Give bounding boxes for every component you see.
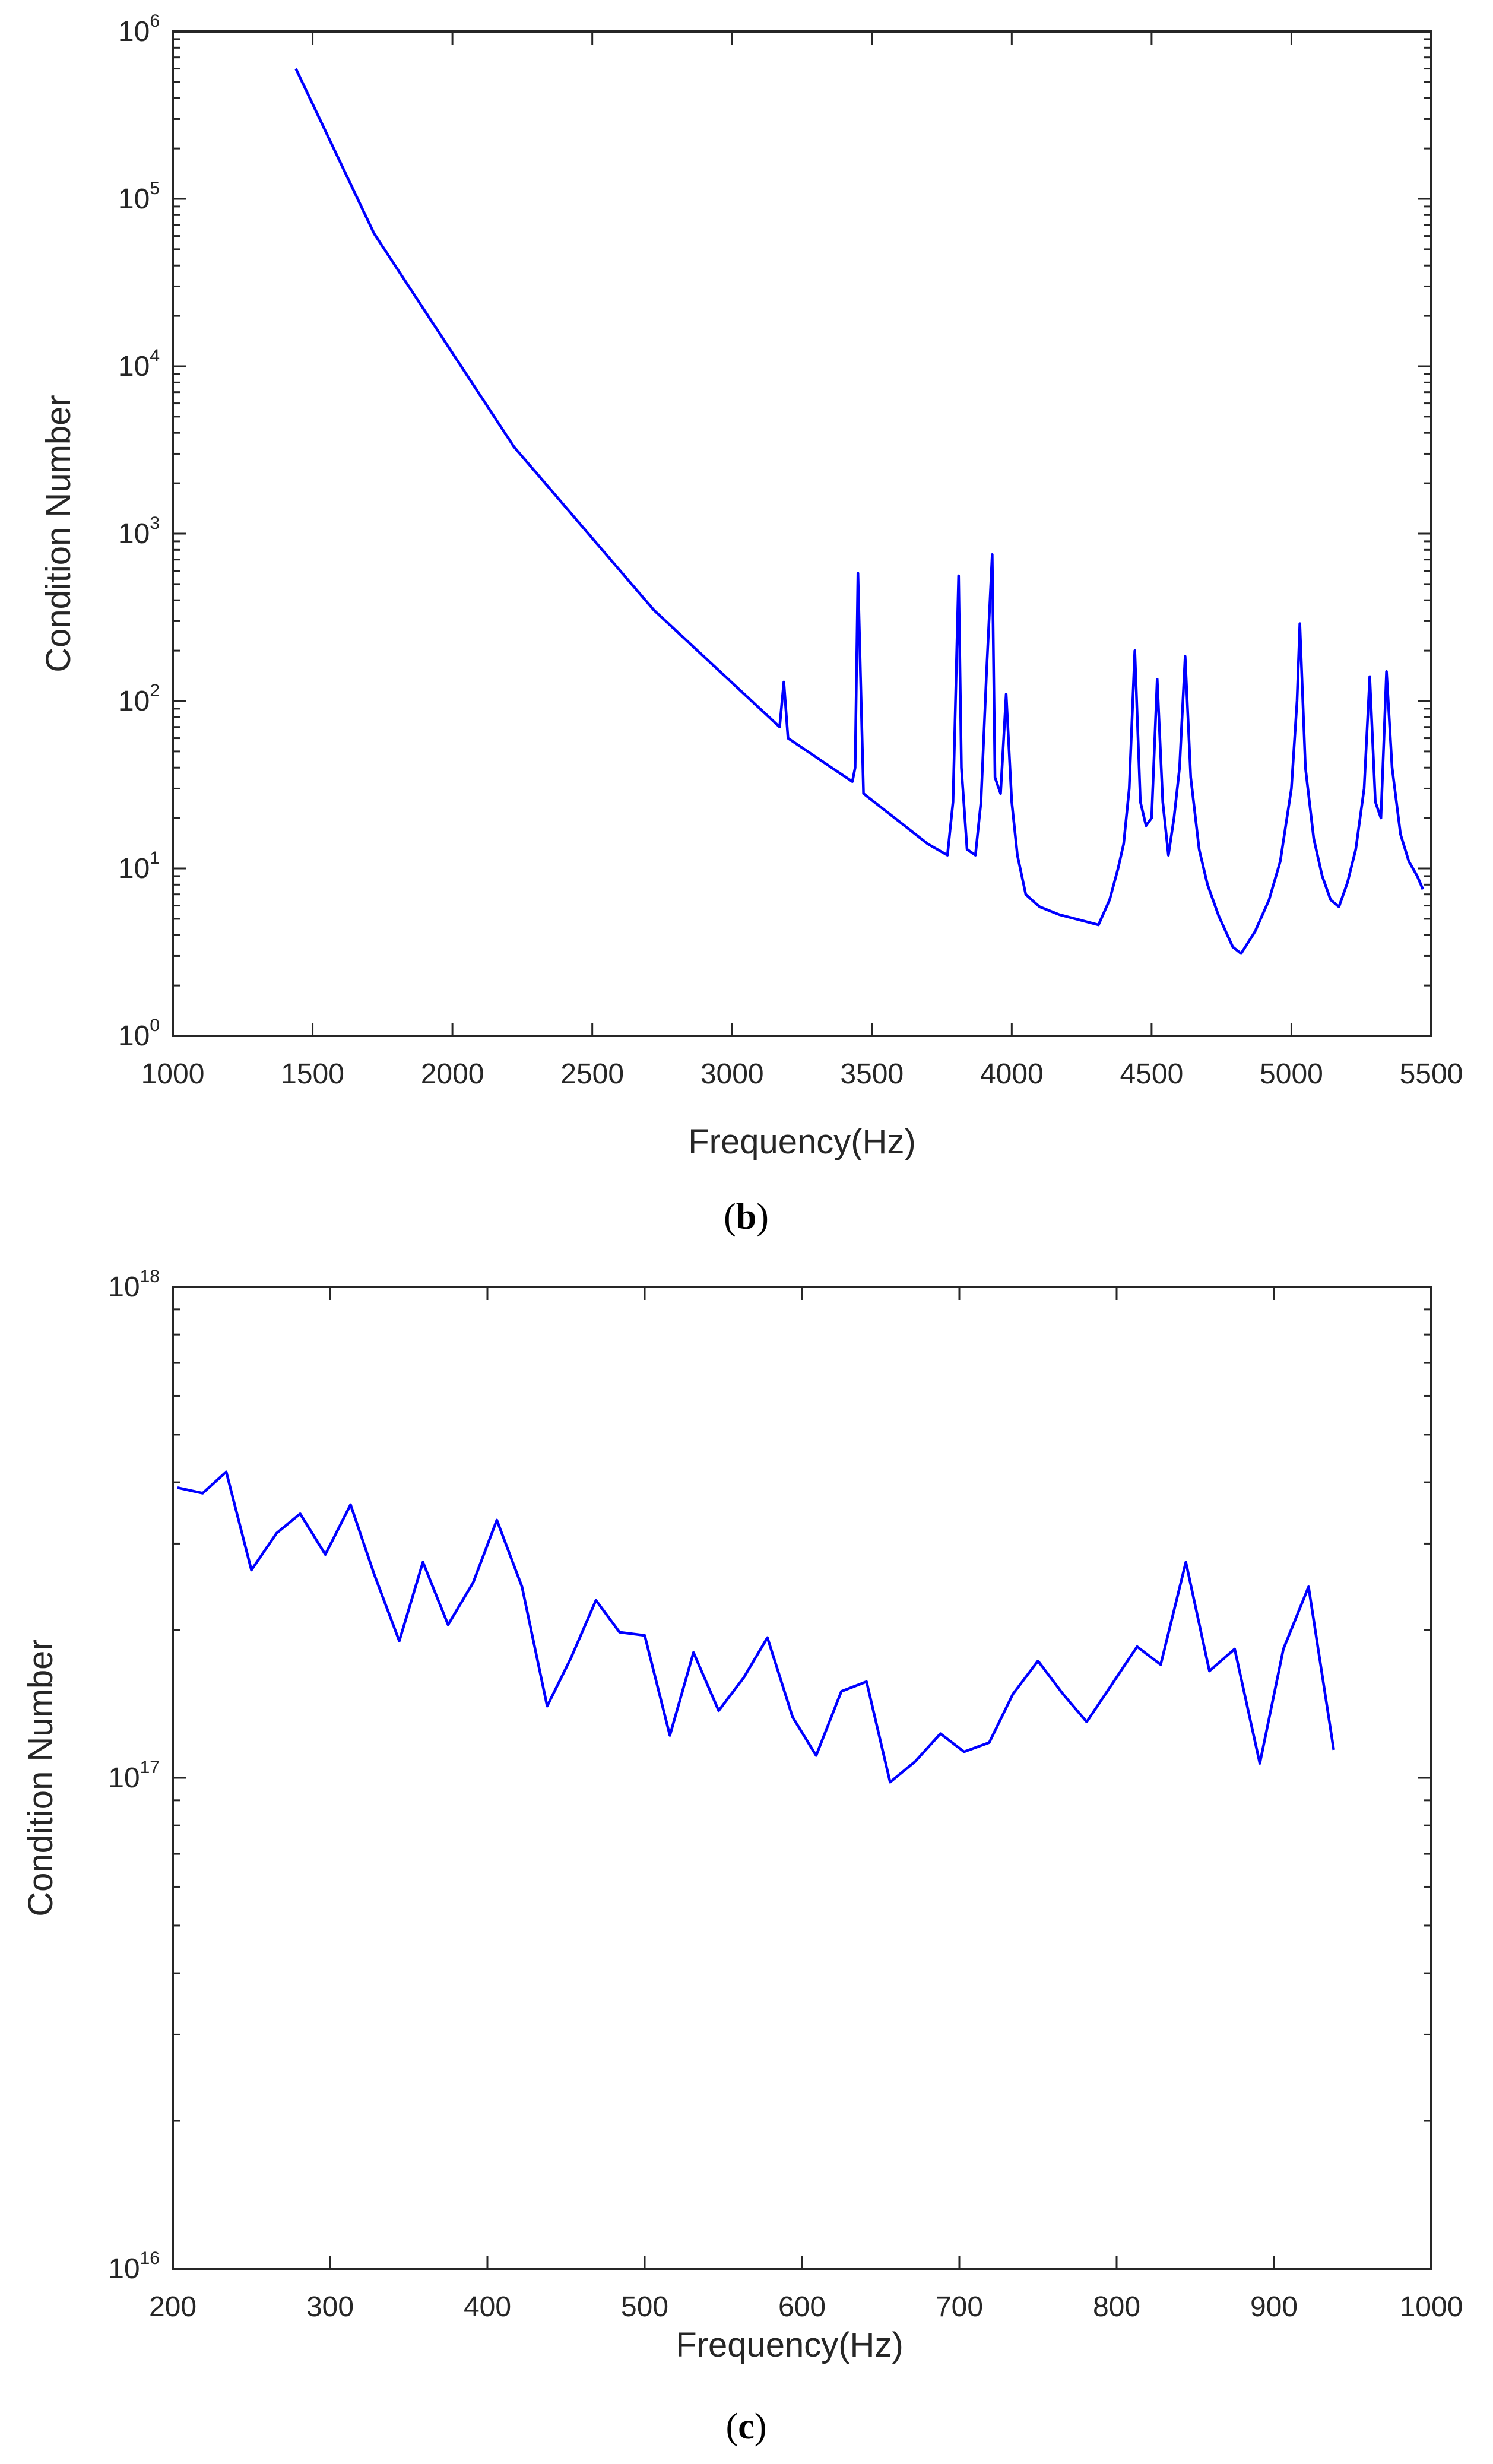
caption-open-c: (: [726, 2406, 738, 2447]
y-tick-label: 1016: [108, 2249, 160, 2285]
series-layer-b: [294, 68, 1424, 955]
x-tick-label: 4000: [980, 1058, 1044, 1090]
caption-open-b: (: [724, 1197, 736, 1237]
x-tick-label: 200: [149, 2291, 196, 2323]
x-tick-label: 500: [621, 2291, 668, 2323]
x-tick-label: 3000: [700, 1058, 764, 1090]
x-tick-label: 300: [306, 2291, 354, 2323]
series-line-c: [177, 1470, 1335, 1784]
y-tick-label: 101: [118, 848, 160, 884]
y-tick-labels-b: 100 101 102 103 104 105 106: [118, 11, 160, 1052]
y-tick-labels-c: 1016 1017 1018: [108, 1267, 160, 2285]
x-axis-title-c: Frequency(Hz): [676, 2326, 904, 2364]
y-axis-title-c: Condition Number: [21, 1639, 60, 1916]
y-tick-label: 100: [118, 1016, 160, 1052]
x-tick-label: 900: [1250, 2291, 1298, 2323]
series-line-b: [294, 68, 1424, 955]
panel-caption-c: (c): [726, 2406, 767, 2447]
x-axis-title-b: Frequency(Hz): [688, 1122, 916, 1161]
y-axis-title-b: Condition Number: [39, 395, 78, 672]
x-tick-label: 1000: [141, 1058, 205, 1090]
y-tick-label: 105: [118, 179, 160, 215]
panel-caption-b: (b): [724, 1197, 769, 1237]
y-tick-label: 103: [118, 513, 160, 550]
x-tick-label: 1500: [281, 1058, 344, 1090]
tick-marks-c: [172, 1286, 1432, 2270]
y-tick-label: 106: [118, 11, 160, 47]
y-tick-label: 102: [118, 681, 160, 717]
x-tick-label: 3500: [840, 1058, 904, 1090]
chart-panel-b: 1000 1500 2000 2500 3000 3500 4000 4500 5000 5500…: [39, 11, 1463, 1237]
x-tick-label: 5500: [1400, 1058, 1463, 1090]
x-tick-labels-b: 1000 1500 2000 2500 3000 3500 4000 4500 5000 5500: [141, 1058, 1463, 1090]
x-tick-label: 800: [1093, 2291, 1140, 2323]
x-tick-label: 4500: [1120, 1058, 1183, 1090]
plot-frame-b: [172, 30, 1432, 1037]
chart-panel-c: 200 300 400 500 600 700 800 900 1000 10161017101…: [21, 1267, 1463, 2447]
x-tick-labels-c: 200 300 400 500 600 700 800 900 1000: [149, 2291, 1463, 2323]
x-tick-label: 700: [936, 2291, 983, 2323]
series-layer-c: [177, 1470, 1335, 1784]
y-tick-label: 104: [118, 346, 160, 382]
caption-close-b: ): [756, 1197, 769, 1237]
y-tick-label: 1018: [108, 1267, 160, 1303]
caption-letter-b: b: [736, 1197, 756, 1237]
x-tick-label: 400: [464, 2291, 511, 2323]
x-tick-label: 2000: [421, 1058, 484, 1090]
plot-frame-c: [172, 1286, 1432, 2270]
x-tick-label: 5000: [1260, 1058, 1323, 1090]
y-tick-label: 1017: [108, 1758, 160, 1794]
tick-marks-b: [172, 30, 1432, 1037]
caption-close-c: ): [755, 2406, 767, 2447]
x-tick-label: 2500: [560, 1058, 624, 1090]
x-tick-label: 600: [778, 2291, 826, 2323]
x-tick-label: 1000: [1400, 2291, 1463, 2323]
caption-letter-c: c: [738, 2406, 755, 2447]
